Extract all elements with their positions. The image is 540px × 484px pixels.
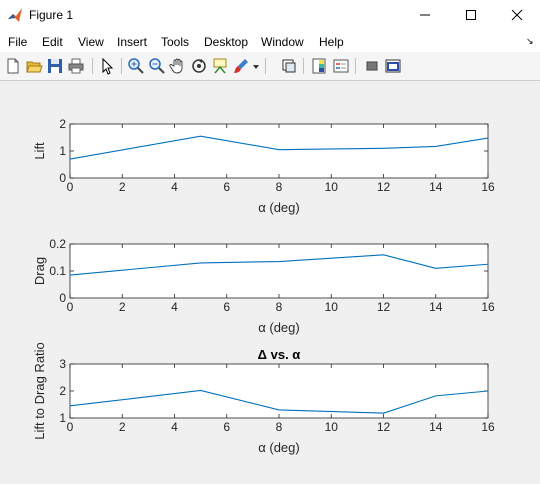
x-tick-label: 16 [481,420,495,434]
menu-tools[interactable]: Tools [161,35,190,49]
minimize-button[interactable] [402,0,448,30]
x-tick-label: 8 [276,180,283,194]
y-tick-label: 0.1 [49,264,66,278]
toolbar-separator [355,58,356,74]
menu-help[interactable]: Help [319,35,344,49]
y-tick-label: 2 [59,384,66,398]
toolbar-separator [265,58,266,74]
x-axis-label: α (deg) [258,320,299,335]
y-tick-label: 3 [59,357,66,371]
window-title: Figure 1 [29,8,74,22]
close-button[interactable] [494,0,540,30]
zoom-in-icon[interactable] [127,57,145,75]
x-tick-label: 6 [223,300,230,314]
x-tick-label: 2 [119,300,126,314]
menu-insert[interactable]: Insert [117,35,148,49]
y-axis-label: Drag [32,257,47,285]
x-axis-label: α (deg) [258,440,299,455]
toolbar-separator [121,58,122,74]
toolbar-separator [303,58,304,74]
link-plot-icon[interactable] [280,57,298,75]
matlab-logo-icon [8,8,22,22]
pan-hand-icon[interactable] [169,57,187,75]
axes-box [69,243,489,299]
y-tick-label: 0.2 [49,237,66,251]
x-tick-label: 2 [119,420,126,434]
close-icon [511,9,523,21]
x-tick-label: 2 [119,180,126,194]
menu-file[interactable]: File [8,35,28,49]
brush-icon[interactable] [232,57,250,75]
y-tick-label: 0 [59,171,66,185]
maximize-icon [466,10,476,20]
x-tick-label: 0 [67,180,74,194]
x-tick-label: 6 [223,180,230,194]
menu-desktop[interactable]: Desktop [204,35,249,49]
x-tick-label: 10 [325,420,339,434]
x-tick-label: 14 [429,300,443,314]
toolbar [0,52,540,81]
chart-title: Δ vs. α [258,347,301,362]
new-figure-icon[interactable] [4,57,22,75]
x-tick-label: 12 [377,300,391,314]
x-tick-label: 4 [171,420,178,434]
open-file-icon[interactable] [25,57,43,75]
x-tick-label: 0 [67,420,74,434]
title-bar: Figure 1 [0,0,540,30]
x-tick-label: 4 [171,180,178,194]
y-axis-label: Lift to Drag Ratio [32,342,47,440]
menu-overflow-arrow-icon[interactable]: ↘ [526,36,534,46]
menu-edit[interactable]: Edit [42,35,63,49]
x-tick-label: 14 [429,420,443,434]
select-arrow-icon[interactable] [98,57,116,75]
y-tick-label: 1 [59,144,66,158]
zoom-out-icon[interactable] [148,57,166,75]
x-tick-label: 8 [276,300,283,314]
legend-icon[interactable] [332,57,350,75]
y-tick-label: 2 [59,117,66,131]
y-tick-label: 0 [59,291,66,305]
brush-dropdown-icon[interactable] [252,57,260,75]
x-tick-label: 10 [325,300,339,314]
x-tick-label: 16 [481,180,495,194]
series-line [69,135,489,160]
x-tick-label: 6 [223,420,230,434]
toolbar-separator [92,58,93,74]
menu-window[interactable]: Window [261,35,304,49]
minimize-icon [420,14,430,16]
x-tick-label: 8 [276,420,283,434]
show-plot-tools-icon[interactable] [384,57,402,75]
x-tick-label: 16 [481,300,495,314]
maximize-button[interactable] [448,0,494,30]
series-line [69,389,489,414]
x-tick-label: 4 [171,300,178,314]
chart-2[interactable]: 0 2 4 6 8 10 12 14 16 0 0.1 0.2 α (deg) Drag [32,237,495,335]
y-tick-label: 1 [59,411,66,425]
x-axis-label: α (deg) [258,200,299,215]
print-icon[interactable] [67,57,85,75]
x-tick-label: 10 [325,180,339,194]
axes-box [69,123,489,179]
y-axis-label: Lift [32,142,47,160]
x-tick-label: 0 [67,300,74,314]
x-tick-label: 14 [429,180,443,194]
menu-view[interactable]: View [78,35,104,49]
menu-bar: File Edit View Insert Tools Desktop Wind… [0,30,540,52]
rotate-3d-icon[interactable] [190,57,208,75]
save-icon[interactable] [46,57,64,75]
colorbar-icon[interactable] [310,57,328,75]
hide-plot-tools-icon[interactable] [363,57,381,75]
x-tick-label: 12 [377,180,391,194]
series-line [69,254,489,276]
x-tick-label: 12 [377,420,391,434]
data-cursor-icon[interactable] [211,57,229,75]
